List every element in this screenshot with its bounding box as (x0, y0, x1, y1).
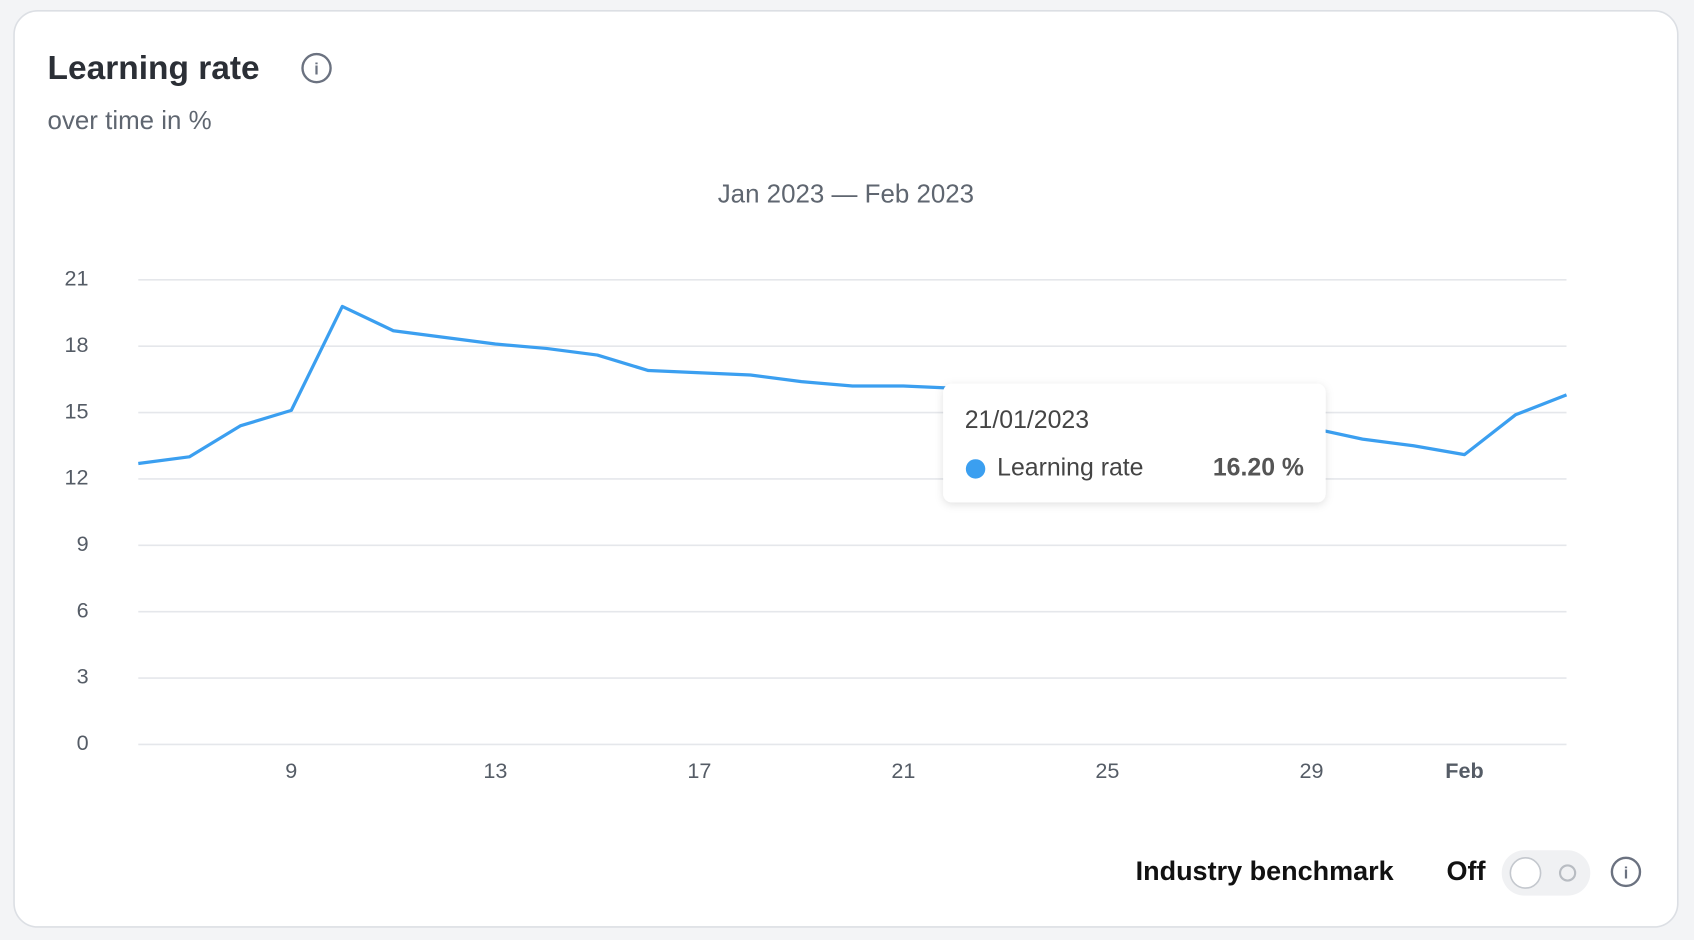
y-tick-label: 12 (65, 465, 89, 490)
x-tick-label: 17 (687, 758, 711, 783)
plot: 0 3 6 9 12 15 18 21 9 13 17 21 25 29 Feb (65, 266, 1568, 783)
y-tick-label: 21 (65, 266, 89, 291)
toggle[interactable] (1501, 850, 1591, 896)
y-tick-label: 0 (77, 730, 89, 755)
y-tick-label: 18 (65, 332, 89, 357)
title: Learning rate (48, 50, 260, 87)
card-bg (13, 10, 1679, 928)
y-tick-label: 3 (77, 664, 89, 689)
x-tick-label: 13 (483, 758, 507, 783)
x-tick-label: 25 (1095, 758, 1119, 783)
tooltip-series: Learning rate (997, 454, 1143, 481)
x-tick-label: 9 (285, 758, 297, 783)
x-tick-label: Feb (1445, 758, 1483, 783)
line (138, 304, 1568, 466)
subtitle: over time in % (48, 107, 212, 135)
svg-text:i: i (314, 61, 319, 79)
toggle-state: Off (1447, 856, 1487, 886)
y-tick-label: 6 (77, 597, 89, 622)
chart-title: Jan 2023 — Feb 2023 (718, 180, 974, 208)
y-tick-label: 15 (65, 398, 89, 423)
x-tick-label: 21 (891, 758, 915, 783)
svg-text:i: i (1624, 864, 1629, 882)
info-icon[interactable]: i (301, 52, 332, 84)
x-tick-label: 29 (1299, 758, 1323, 783)
y-tick-label: 9 (77, 531, 89, 556)
tooltip-bg (943, 383, 1326, 503)
tooltip: 21/01/2023 Learning rate 16.20 % (943, 383, 1326, 503)
tooltip-marker (965, 459, 986, 479)
benchmark-label: Industry benchmark (1136, 856, 1395, 886)
info-icon[interactable]: i (1610, 856, 1642, 888)
tooltip-date: 21/01/2023 (965, 407, 1089, 434)
tooltip-value: 16.20 % (1213, 454, 1304, 481)
